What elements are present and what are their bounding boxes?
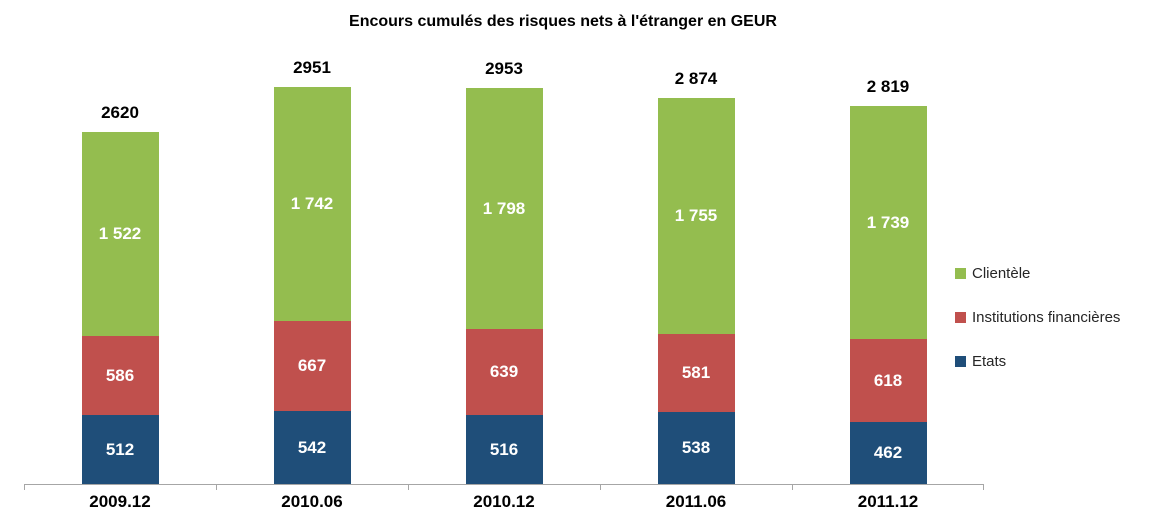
bar-segment-clientele: 1 742 <box>273 87 351 321</box>
segment-value-label: 1 739 <box>866 212 910 232</box>
bar-segment-institutions-financieres: 586 <box>81 336 159 415</box>
bar-total-label: 2 874 <box>674 69 718 88</box>
x-axis-label: 2009.12 <box>89 492 151 511</box>
segment-value-label: 462 <box>873 443 903 462</box>
x-axis-labels: 2009.12 2010.06 2010.12 2011.06 2011.12 <box>24 492 984 512</box>
x-axis-ticks <box>24 485 984 491</box>
segment-value-label: 1 522 <box>98 224 142 243</box>
segment-value-label: 1 742 <box>290 194 334 213</box>
segment-value-label: 538 <box>681 438 711 457</box>
x-axis-label: 2010.12 <box>473 492 535 511</box>
category-column: 2951 1 742 667 542 <box>216 59 408 484</box>
legend-swatch-icon <box>955 355 966 367</box>
bar-segment-institutions-financieres: 667 <box>273 321 351 411</box>
stacked-bar: 2951 1 742 667 542 <box>273 58 351 484</box>
x-axis-label: 2011.12 <box>857 492 919 511</box>
bar-segment-etats: 538 <box>657 412 735 484</box>
legend-label: Etats <box>972 352 1007 370</box>
segment-value-label: 512 <box>105 439 135 459</box>
axis-tick <box>408 485 409 490</box>
legend-item-clientele: Clientèle <box>955 264 1120 282</box>
bar-segment-etats: 542 <box>273 411 351 484</box>
segment-value-label: 1 798 <box>482 198 526 218</box>
axis-tick <box>792 485 793 490</box>
bar-segment-clientele: 1 522 <box>81 132 159 336</box>
bar-segment-etats: 516 <box>465 415 543 484</box>
bar-segment-etats: 512 <box>81 415 159 484</box>
bar-segment-clientele: 1 755 <box>657 98 735 334</box>
legend-label: Clientèle <box>972 264 1031 282</box>
segment-value-label: 581 <box>681 363 711 382</box>
category-column: 2620 1 522 586 512 <box>24 104 216 484</box>
chart-title: Encours cumulés des risques nets à l'étr… <box>349 13 777 30</box>
bar-total-label: 2953 <box>485 59 523 78</box>
segment-value-label: 618 <box>873 370 903 390</box>
legend: Clientèle Institutions financières Etats <box>955 264 1121 370</box>
axis-tick <box>24 485 25 490</box>
segment-value-label: 586 <box>105 365 135 385</box>
x-axis-label: 2010.06 <box>281 492 343 511</box>
bar-segment-clientele: 1 798 <box>465 88 543 329</box>
plot-area: 2620 1 522 586 512 2951 1 742 667 542 2953 1 798 6… <box>24 0 984 485</box>
axis-tick <box>216 485 217 490</box>
segment-value-label: 1 755 <box>674 206 718 225</box>
legend-label: Institutions financières <box>972 308 1121 326</box>
bar-total-label: 2951 <box>293 58 331 77</box>
axis-tick <box>983 485 984 490</box>
bar-total-label: 2620 <box>101 103 139 122</box>
stacked-bar: 2953 1 798 639 516 <box>465 59 543 484</box>
stacked-bar: 2 874 1 755 581 538 <box>657 69 735 484</box>
stacked-bar: 2620 1 522 586 512 <box>81 103 159 484</box>
category-column: 2953 1 798 639 516 <box>408 60 600 484</box>
axis-tick <box>600 485 601 490</box>
category-column: 2 819 1 739 618 462 <box>792 78 984 484</box>
bar-segment-etats: 462 <box>849 422 927 484</box>
bar-segment-institutions-financieres: 581 <box>657 334 735 412</box>
legend-item-institutions-financieres: Institutions financières <box>955 308 1121 326</box>
stacked-bar: 2 819 1 739 618 462 <box>849 77 927 484</box>
segment-value-label: 516 <box>489 439 519 459</box>
bar-segment-clientele: 1 739 <box>849 106 927 339</box>
segment-value-label: 542 <box>297 437 327 457</box>
segment-value-label: 639 <box>489 362 519 381</box>
bar-segment-institutions-financieres: 639 <box>465 329 543 415</box>
legend-swatch-icon <box>955 267 966 279</box>
x-axis-label: 2011.06 <box>665 492 727 511</box>
legend-swatch-icon <box>955 311 966 323</box>
segment-value-label: 667 <box>297 356 327 375</box>
bar-total-label: 2 819 <box>866 77 910 96</box>
legend-item-etats: Etats <box>955 352 1120 370</box>
category-column: 2 874 1 755 581 538 <box>600 70 792 484</box>
bar-segment-institutions-financieres: 618 <box>849 339 927 422</box>
